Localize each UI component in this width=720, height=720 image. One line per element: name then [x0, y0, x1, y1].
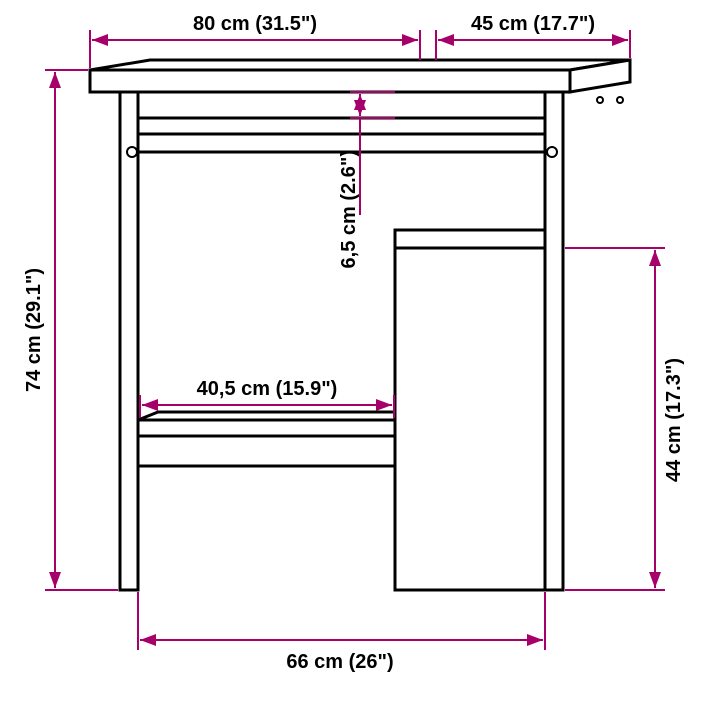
label-height-left: 74 cm (29.1"): [23, 268, 45, 392]
label-width-bottom: 66 cm (26"): [286, 651, 393, 673]
label-shelf-width: 40,5 cm (15.9"): [197, 378, 338, 400]
label-width-top-left: 80 cm (31.5"): [193, 13, 317, 35]
dim-height-right: 44 cm (17.3"): [565, 248, 685, 590]
dimension-diagram: 80 cm (31.5") 45 cm (17.7") 74 cm (29.1"…: [0, 0, 720, 720]
label-width-top-right: 45 cm (17.7"): [471, 13, 595, 35]
dim-height-left: 74 cm (29.1"): [23, 70, 118, 590]
label-height-right: 44 cm (17.3"): [663, 358, 685, 482]
label-tray-gap: 6,5 cm (2.6"): [338, 150, 360, 268]
dim-width-top-right: 45 cm (17.7"): [436, 13, 630, 60]
dim-width-bottom: 66 cm (26"): [138, 592, 545, 673]
